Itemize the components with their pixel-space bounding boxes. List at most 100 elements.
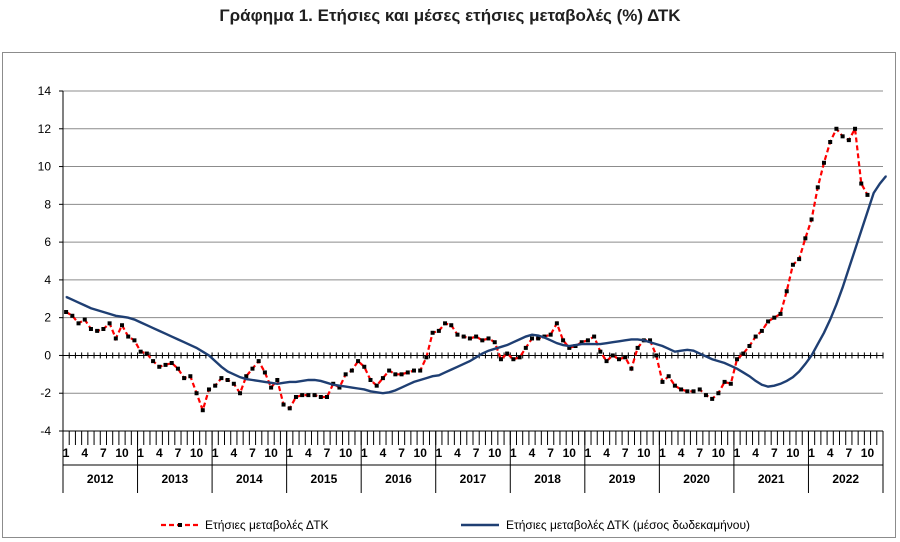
data-point-annual <box>405 370 410 375</box>
data-point-average <box>661 345 664 347</box>
data-point-average <box>239 376 241 378</box>
data-point-average <box>723 362 726 364</box>
data-point-annual <box>821 160 826 165</box>
data-point-average <box>164 333 167 335</box>
data-point-average <box>258 380 260 382</box>
data-point-annual <box>182 376 187 381</box>
data-point-annual <box>368 378 373 382</box>
data-point-average <box>220 366 223 368</box>
data-point-annual <box>772 315 777 320</box>
data-point-annual <box>374 383 379 388</box>
data-point-average <box>152 327 154 329</box>
data-point-annual <box>803 236 808 241</box>
data-point-annual <box>592 334 597 339</box>
data-point-annual <box>561 338 566 343</box>
x-year-label: 2015 <box>311 472 338 486</box>
x-month-label: 7 <box>249 446 256 460</box>
data-point-annual <box>293 395 298 399</box>
data-point-annual <box>474 334 479 339</box>
data-point-annual <box>225 378 230 382</box>
data-point-annual <box>759 328 764 333</box>
data-point-average <box>761 384 763 386</box>
data-point-annual <box>536 336 541 341</box>
x-month-label: 4 <box>81 446 88 460</box>
data-point-average <box>71 299 73 301</box>
data-point-average <box>189 344 191 346</box>
y-tick-label: -4 <box>40 424 51 438</box>
data-point-annual <box>95 328 100 333</box>
data-point-annual <box>238 391 243 396</box>
x-month-label: 4 <box>827 446 834 460</box>
data-point-average <box>798 370 800 373</box>
data-point-annual <box>362 364 367 369</box>
series-line-average <box>65 175 888 395</box>
data-point-annual <box>169 361 174 365</box>
x-month-label: 10 <box>637 446 651 460</box>
x-month-label: 1 <box>137 446 144 460</box>
x-month-label: 1 <box>286 446 293 460</box>
data-point-annual <box>287 406 292 411</box>
data-point-annual <box>356 359 361 364</box>
data-point-average <box>276 383 278 385</box>
data-point-average <box>699 352 701 355</box>
x-year-label: 2022 <box>832 472 859 486</box>
data-point-average <box>251 379 254 381</box>
y-tick-label: 4 <box>44 273 51 287</box>
data-point-average <box>531 334 533 336</box>
data-point-annual <box>467 336 472 341</box>
data-point-average <box>481 352 483 355</box>
data-point-annual <box>424 355 429 360</box>
x-month-label: 1 <box>734 446 741 460</box>
x-month-label: 1 <box>510 446 517 460</box>
data-point-average <box>550 339 552 341</box>
data-point-annual <box>604 359 609 364</box>
data-point-annual <box>151 359 156 364</box>
data-point-average <box>692 350 695 352</box>
data-point-annual <box>113 336 118 341</box>
data-point-average <box>810 354 813 357</box>
data-point-annual <box>206 387 211 392</box>
data-point-average <box>195 347 198 349</box>
data-point-average <box>605 342 608 344</box>
data-point-annual <box>492 340 497 345</box>
data-point-average <box>146 324 148 326</box>
x-year-label: 2019 <box>609 472 636 486</box>
data-point-annual <box>337 385 342 390</box>
data-point-annual <box>567 345 572 350</box>
data-point-annual <box>840 134 845 139</box>
data-point-annual <box>132 338 137 343</box>
data-point-average <box>779 383 782 385</box>
data-point-annual <box>76 321 81 326</box>
data-point-average <box>537 335 539 337</box>
data-point-annual <box>200 408 205 413</box>
data-point-average <box>133 318 136 321</box>
data-point-average <box>705 355 707 357</box>
data-point-average <box>332 384 334 386</box>
x-year-label: 2012 <box>87 472 114 486</box>
data-point-annual <box>325 395 330 399</box>
data-point-average <box>680 350 682 352</box>
x-month-label: 1 <box>435 446 442 460</box>
y-tick-label: 14 <box>38 84 52 98</box>
data-point-average <box>202 351 204 353</box>
x-month-label: 10 <box>488 446 502 460</box>
y-tick-label: 2 <box>44 311 51 325</box>
data-point-average <box>65 296 67 298</box>
data-point-average <box>77 301 80 304</box>
data-point-average <box>475 356 477 358</box>
x-month-label: 1 <box>808 446 815 460</box>
data-point-annual <box>387 368 392 373</box>
data-point-annual <box>343 372 348 377</box>
data-point-average <box>866 211 869 213</box>
data-point-average <box>227 370 229 373</box>
x-month-label: 7 <box>622 446 629 460</box>
data-point-average <box>115 315 117 317</box>
data-point-annual <box>461 334 466 339</box>
data-point-average <box>376 391 378 393</box>
x-month-label: 1 <box>659 446 666 460</box>
data-point-average <box>307 379 309 381</box>
data-point-annual <box>722 379 727 384</box>
data-point-annual <box>262 370 267 375</box>
data-point-annual <box>648 338 653 343</box>
data-point-average <box>717 360 719 362</box>
